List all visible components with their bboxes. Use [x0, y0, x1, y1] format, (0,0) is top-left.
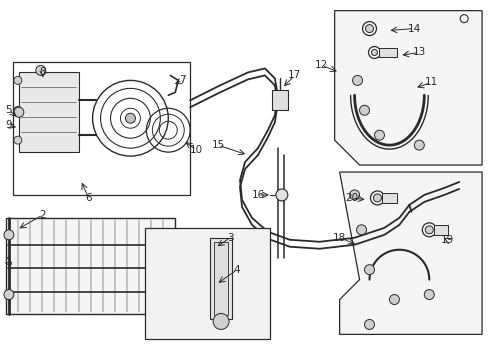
Text: 9: 9: [5, 120, 12, 130]
Text: 6: 6: [85, 193, 92, 203]
Polygon shape: [334, 11, 481, 165]
Bar: [271, 90, 287, 110]
Circle shape: [364, 265, 374, 275]
Circle shape: [14, 107, 24, 117]
Text: 12: 12: [314, 60, 327, 71]
Circle shape: [364, 319, 374, 329]
Text: 17: 17: [287, 71, 301, 80]
Text: 15: 15: [211, 140, 224, 150]
Circle shape: [349, 190, 359, 200]
Text: 14: 14: [407, 24, 420, 33]
Circle shape: [374, 130, 384, 140]
Bar: [19, 72, 79, 152]
Circle shape: [356, 225, 366, 235]
Text: 5: 5: [5, 105, 12, 115]
Circle shape: [424, 289, 433, 300]
Circle shape: [373, 194, 381, 202]
Text: 7: 7: [179, 75, 185, 85]
Circle shape: [371, 50, 377, 55]
Circle shape: [14, 76, 22, 84]
Text: 18: 18: [332, 233, 346, 243]
Bar: [13, 62, 190, 195]
Circle shape: [352, 75, 362, 85]
Circle shape: [365, 24, 373, 32]
Circle shape: [275, 189, 287, 201]
Text: 8: 8: [40, 67, 46, 77]
Bar: [382, 193, 397, 203]
Circle shape: [359, 105, 369, 115]
Circle shape: [14, 106, 22, 114]
Circle shape: [388, 294, 399, 305]
Text: 3: 3: [226, 233, 233, 243]
Circle shape: [125, 113, 135, 123]
Circle shape: [36, 66, 46, 75]
Text: 16: 16: [251, 190, 264, 200]
Text: 13: 13: [412, 48, 425, 58]
Text: 2: 2: [40, 210, 46, 220]
Text: 20: 20: [345, 193, 357, 203]
Bar: [214, 242, 227, 315]
Bar: [6, 218, 175, 315]
Circle shape: [413, 140, 424, 150]
Bar: [145, 228, 269, 339]
Bar: [379, 48, 397, 58]
Text: 1: 1: [5, 257, 12, 267]
Circle shape: [4, 230, 14, 240]
Bar: [433, 225, 447, 235]
Text: 11: 11: [424, 77, 437, 87]
Text: 4: 4: [233, 265, 240, 275]
Circle shape: [213, 314, 228, 329]
Circle shape: [425, 226, 432, 234]
Text: 19: 19: [440, 235, 453, 245]
Polygon shape: [339, 172, 481, 334]
Circle shape: [4, 289, 14, 300]
Bar: [210, 238, 232, 319]
Circle shape: [14, 136, 22, 144]
Text: 10: 10: [189, 145, 203, 155]
